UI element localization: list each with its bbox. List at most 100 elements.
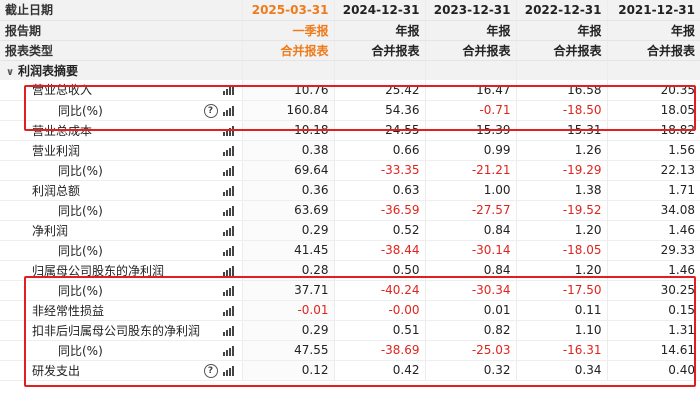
section-row-income-summary[interactable]: ∨ 利润表摘要	[0, 60, 700, 80]
value-cell: -19.29	[516, 160, 608, 181]
value-cell: 1.71	[607, 180, 700, 201]
header-row-statement-type: 报表类型 合并报表 合并报表 合并报表 合并报表 合并报表	[0, 40, 700, 61]
table-row: 扣非后归属母公司股东的净利润 0.29 0.51 0.82 1.10 1.31	[0, 320, 700, 341]
value-cell: -30.14	[425, 240, 517, 261]
value-cell: 0.84	[425, 260, 517, 281]
bar-chart-icon[interactable]	[222, 125, 234, 136]
bar-chart-icon[interactable]	[222, 285, 234, 296]
bar-chart-icon[interactable]	[222, 185, 234, 196]
row-label-cell: 同比(%)	[0, 200, 243, 221]
row-label: 利润总额	[32, 183, 81, 198]
bar-chart-icon[interactable]	[222, 105, 234, 116]
row-label-cell: 营业总成本	[0, 120, 243, 141]
value-cell: 10.18	[242, 120, 335, 141]
value-cell: 1.10	[516, 320, 608, 341]
section-cell	[607, 60, 700, 80]
bar-chart-icon[interactable]	[222, 205, 234, 216]
table-row: 净利润 0.29 0.52 0.84 1.20 1.46	[0, 220, 700, 241]
bar-chart-icon[interactable]	[222, 85, 234, 95]
value-cell: 0.28	[242, 260, 335, 281]
row-label-cell: 利润总额	[0, 180, 243, 201]
help-circle-icon[interactable]: ?	[203, 103, 218, 118]
value-cell: 63.69	[242, 200, 335, 221]
row-label: 同比(%)	[58, 103, 103, 118]
bar-chart-icon[interactable]	[222, 225, 234, 236]
row-label-cell: 非经常性损益	[0, 300, 243, 321]
value-cell: 10.76	[242, 80, 335, 101]
value-cell: 0.32	[425, 360, 517, 381]
value-cell: 0.82	[425, 320, 517, 341]
value-cell: 0.12	[242, 360, 335, 381]
header-cell: 合并报表	[334, 40, 426, 61]
header-cell: 合并报表	[607, 40, 700, 61]
header-cell: 合并报表	[425, 40, 517, 61]
table-row: 同比(%) 37.71 -40.24 -30.34 -17.50 30.25	[0, 280, 700, 301]
value-cell: -21.21	[425, 160, 517, 181]
header-cell: 2022-12-31	[516, 0, 608, 21]
row-label: 营业利润	[32, 143, 81, 158]
value-cell: -36.59	[334, 200, 426, 221]
row-label: 同比(%)	[58, 283, 103, 298]
table-row: 研发支出? 0.12 0.42 0.32 0.34 0.40	[0, 360, 700, 381]
value-cell: 18.05	[607, 100, 700, 121]
value-cell: 0.66	[334, 140, 426, 161]
help-circle-icon[interactable]: ?	[203, 363, 218, 378]
value-cell: 15.31	[516, 120, 608, 141]
header-cell: 年报	[607, 20, 700, 41]
bar-chart-icon[interactable]	[222, 145, 234, 156]
chevron-down-icon[interactable]: ∨	[6, 66, 15, 78]
value-cell: -0.71	[425, 100, 517, 121]
bar-chart-icon[interactable]	[222, 325, 234, 336]
table-row: 同比(%) 41.45 -38.44 -30.14 -18.05 29.33	[0, 240, 700, 261]
bar-chart-icon[interactable]	[222, 345, 234, 356]
value-cell: 29.33	[607, 240, 700, 261]
value-cell: -16.31	[516, 340, 608, 361]
section-label: 利润表摘要	[18, 63, 79, 78]
value-cell: 47.55	[242, 340, 335, 361]
value-cell: 24.55	[334, 120, 426, 141]
value-cell: 1.31	[607, 320, 700, 341]
bar-chart-icon[interactable]	[222, 265, 234, 276]
value-cell: 16.58	[516, 80, 608, 101]
value-cell: -19.52	[516, 200, 608, 221]
row-label-cell: 同比(%)	[0, 160, 243, 181]
section-toggle[interactable]: ∨ 利润表摘要	[0, 60, 243, 80]
value-cell: 0.52	[334, 220, 426, 241]
bar-chart-icon[interactable]	[222, 245, 234, 256]
table-row: 同比(%) 69.64 -33.35 -21.21 -19.29 22.13	[0, 160, 700, 181]
row-label-cell: 净利润	[0, 220, 243, 241]
header-label: 报告期	[0, 20, 243, 41]
value-cell: -27.57	[425, 200, 517, 221]
section-cell	[242, 60, 335, 80]
value-cell: -40.24	[334, 280, 426, 301]
value-cell: 54.36	[334, 100, 426, 121]
value-cell: 1.20	[516, 260, 608, 281]
row-label: 营业总成本	[32, 123, 93, 138]
row-label-cell: 营业利润	[0, 140, 243, 161]
table-row: 同比(%) 47.55 -38.69 -25.03 -16.31 14.61	[0, 340, 700, 361]
header-cell: 合并报表	[242, 40, 335, 61]
bar-chart-icon[interactable]	[222, 165, 234, 176]
header-label: 报表类型	[0, 40, 243, 61]
row-label-cell: 营业总收入	[0, 80, 243, 101]
row-label-cell: 归属母公司股东的净利润	[0, 260, 243, 281]
value-cell: -17.50	[516, 280, 608, 301]
value-cell: 20.35	[607, 80, 700, 101]
value-cell: 160.84	[242, 100, 335, 121]
row-label: 同比(%)	[58, 203, 103, 218]
bar-chart-icon[interactable]	[222, 365, 234, 376]
value-cell: 0.36	[242, 180, 335, 201]
bar-chart-icon[interactable]	[222, 305, 234, 316]
row-label: 同比(%)	[58, 343, 103, 358]
value-cell: -33.35	[334, 160, 426, 181]
section-cell	[425, 60, 517, 80]
value-cell: 1.38	[516, 180, 608, 201]
value-cell: 14.61	[607, 340, 700, 361]
value-cell: -25.03	[425, 340, 517, 361]
value-cell: 0.38	[242, 140, 335, 161]
row-label-cell: 同比(%)?	[0, 100, 243, 121]
table-row: 营业总收入 10.76 25.42 16.47 16.58 20.35	[0, 80, 700, 101]
table-row: 非经常性损益 -0.01 -0.00 0.01 0.11 0.15	[0, 300, 700, 321]
table-row: 利润总额 0.36 0.63 1.00 1.38 1.71	[0, 180, 700, 201]
value-cell: 41.45	[242, 240, 335, 261]
